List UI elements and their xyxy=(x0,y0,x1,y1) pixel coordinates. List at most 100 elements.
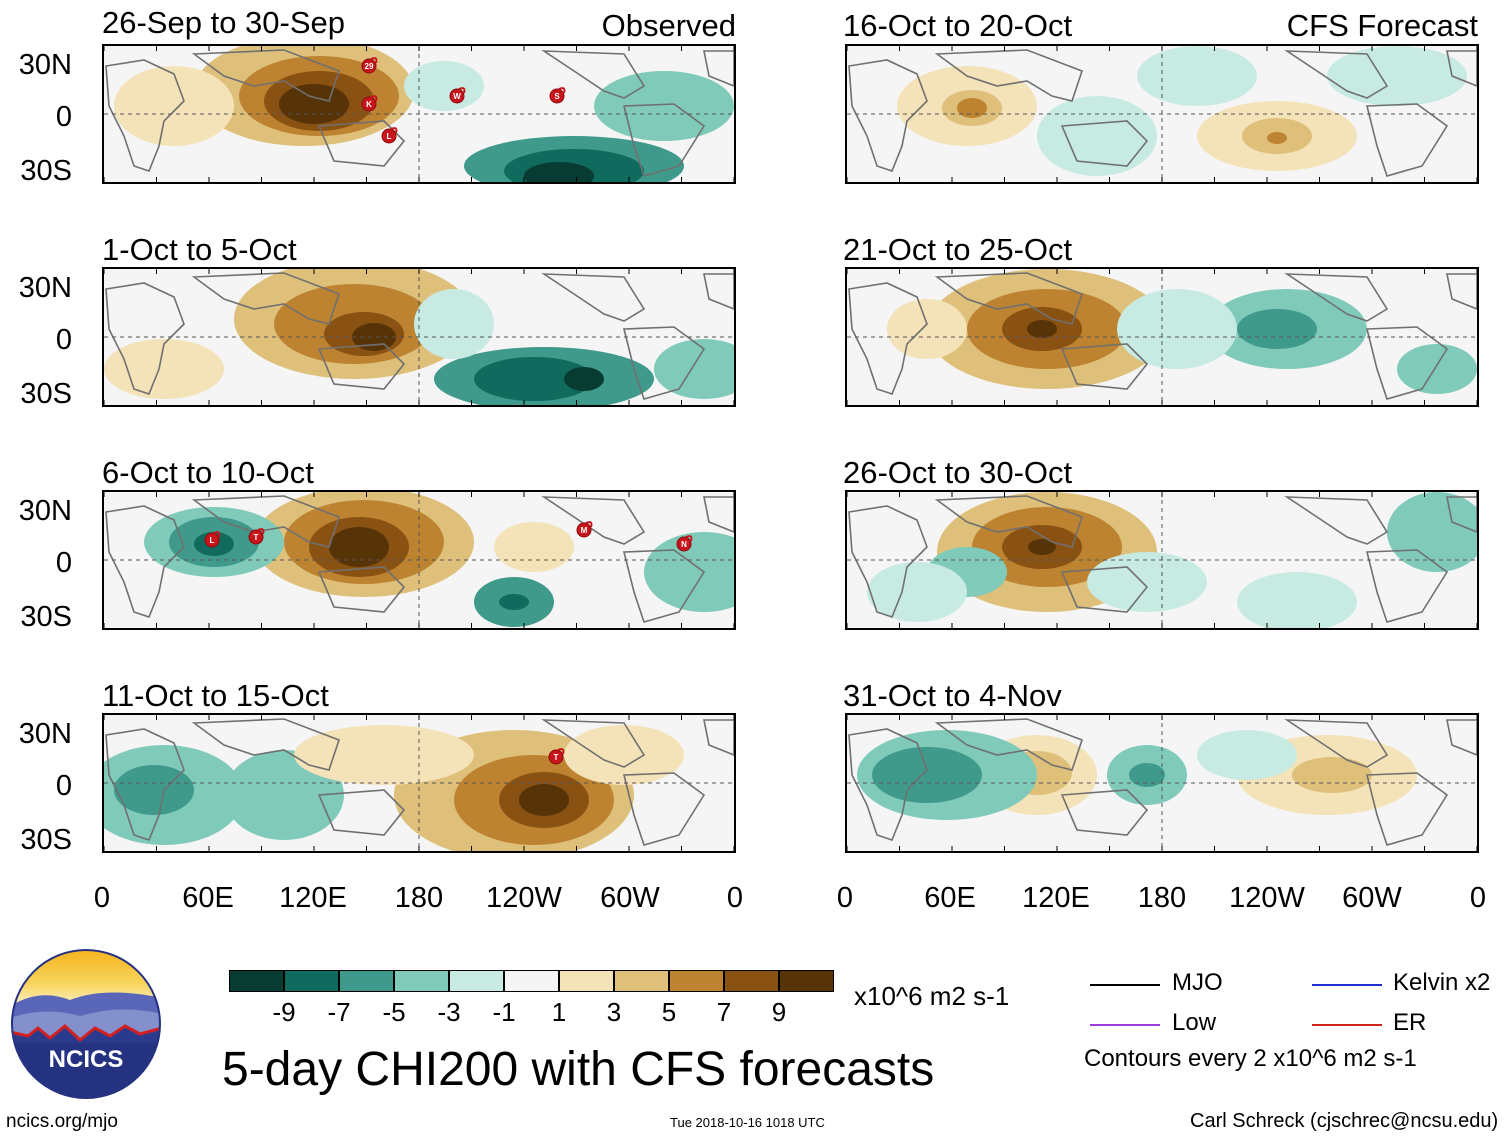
map-panel-obs-1: 29 K L W S xyxy=(102,44,736,184)
anomaly-contour xyxy=(474,357,594,401)
lon-label: 180 xyxy=(394,882,444,914)
coastline xyxy=(848,272,1477,400)
colorbar-box xyxy=(504,970,559,992)
storm-label: W xyxy=(453,92,461,101)
land-outline xyxy=(1446,496,1477,533)
legend-line-kelvin xyxy=(1312,984,1382,986)
coastline xyxy=(105,49,734,177)
colorbar-box xyxy=(779,970,834,992)
coastline xyxy=(848,495,1477,623)
land-outline xyxy=(848,282,928,395)
land-outline xyxy=(703,273,734,310)
lat-label-30n: 30N xyxy=(18,49,72,81)
colorbar-box xyxy=(559,970,614,992)
map-panel-fc-1 xyxy=(845,44,1479,184)
anomaly-field xyxy=(867,492,1477,628)
land-outline xyxy=(703,50,734,87)
anomaly-contour xyxy=(329,527,389,567)
panel-title-obs-3: 6-Oct to 10-Oct xyxy=(102,455,314,490)
land-outline xyxy=(191,272,341,325)
lat-label-30n: 30N xyxy=(18,495,72,527)
storm-icon: L xyxy=(204,531,221,548)
storm-label: K xyxy=(366,100,372,109)
coastline xyxy=(848,49,1477,177)
land-outline xyxy=(1060,120,1149,167)
land-outline xyxy=(848,59,928,172)
coastline xyxy=(105,718,734,846)
land-outline xyxy=(1365,772,1449,846)
anomaly-contour xyxy=(872,747,982,803)
land-outline xyxy=(317,566,406,613)
anomaly-contour xyxy=(114,765,194,815)
lon-label: 0 xyxy=(836,882,854,914)
land-outline xyxy=(1060,789,1149,836)
anomaly-contour xyxy=(887,299,967,359)
anomaly-contour xyxy=(1237,572,1357,628)
colorbar-box xyxy=(284,970,339,992)
anomaly-field xyxy=(104,269,734,405)
anomaly-contour xyxy=(499,594,529,610)
anomaly-field xyxy=(114,46,734,182)
colorbar-label: -7 xyxy=(327,997,351,1027)
lon-label: 60W xyxy=(1342,882,1402,914)
colorbar-box xyxy=(614,970,669,992)
legend-kelvin: Kelvin x2 xyxy=(1393,969,1491,996)
anomaly-contour xyxy=(104,339,224,399)
lon-label: 120W xyxy=(1229,882,1305,914)
anomaly-contour xyxy=(1137,46,1257,106)
anomaly-contour xyxy=(114,66,234,146)
storm-icon: W xyxy=(449,87,466,104)
panel-title-obs-2: 1-Oct to 5-Oct xyxy=(102,232,297,267)
land-outline xyxy=(1365,549,1449,623)
anomaly-contour xyxy=(564,367,604,391)
land-outline xyxy=(105,505,185,618)
land-outline xyxy=(1060,343,1149,390)
panel-title-fc-4: 31-Oct to 4-Nov xyxy=(843,678,1062,713)
lat-label-30s: 30S xyxy=(20,378,72,410)
storm-label: S xyxy=(554,92,560,101)
storm-label: T xyxy=(254,533,259,542)
map-canvas: T xyxy=(104,715,734,851)
land-outline xyxy=(105,282,185,395)
colorbar-label: 7 xyxy=(716,997,732,1027)
storm-label: N xyxy=(681,540,687,549)
colorbar-label: 5 xyxy=(661,997,677,1027)
legend-er: ER xyxy=(1393,1009,1427,1036)
panel-title-fc-3: 26-Oct to 30-Oct xyxy=(843,455,1073,490)
map-canvas xyxy=(104,269,734,405)
colorbar-box xyxy=(724,970,779,992)
land-outline xyxy=(1446,50,1477,87)
anomaly-contour xyxy=(1237,309,1317,349)
lat-label-30s: 30S xyxy=(20,824,72,856)
map-panel-obs-2 xyxy=(102,267,736,407)
anomaly-field xyxy=(897,46,1467,176)
panel-title-obs-4: 11-Oct to 15-Oct xyxy=(102,678,329,713)
land-outline xyxy=(848,505,928,618)
colorbar-label: 1 xyxy=(551,997,567,1027)
lon-label: 60E xyxy=(182,882,234,914)
lon-label: 120E xyxy=(279,882,347,914)
anomaly-contour xyxy=(1387,492,1477,572)
lat-label-30s: 30S xyxy=(20,601,72,633)
anomaly-contour xyxy=(1129,763,1165,787)
map-panel-obs-3: L T M N xyxy=(102,490,736,630)
land-outline xyxy=(1284,50,1389,99)
land-outline xyxy=(105,59,185,172)
anomaly-contour xyxy=(1037,96,1157,176)
lat-label-30n: 30N xyxy=(18,718,72,750)
legend-line-mjo xyxy=(1090,984,1160,986)
map-canvas: 29 K L W S xyxy=(104,46,734,182)
land-outline xyxy=(1446,719,1477,756)
anomaly-contour xyxy=(594,71,734,141)
legend-line-low xyxy=(1090,1024,1160,1026)
storm-icon: K xyxy=(361,95,378,112)
land-outline xyxy=(1365,326,1449,400)
storm-icon: N xyxy=(676,535,693,552)
lat-label-30n: 30N xyxy=(18,272,72,304)
map-canvas xyxy=(847,715,1477,851)
storm-icon: S xyxy=(549,87,566,104)
anomaly-contour xyxy=(414,289,494,359)
map-panel-fc-4 xyxy=(845,713,1479,853)
land-outline xyxy=(191,495,341,548)
storm-icon: M xyxy=(576,521,593,538)
